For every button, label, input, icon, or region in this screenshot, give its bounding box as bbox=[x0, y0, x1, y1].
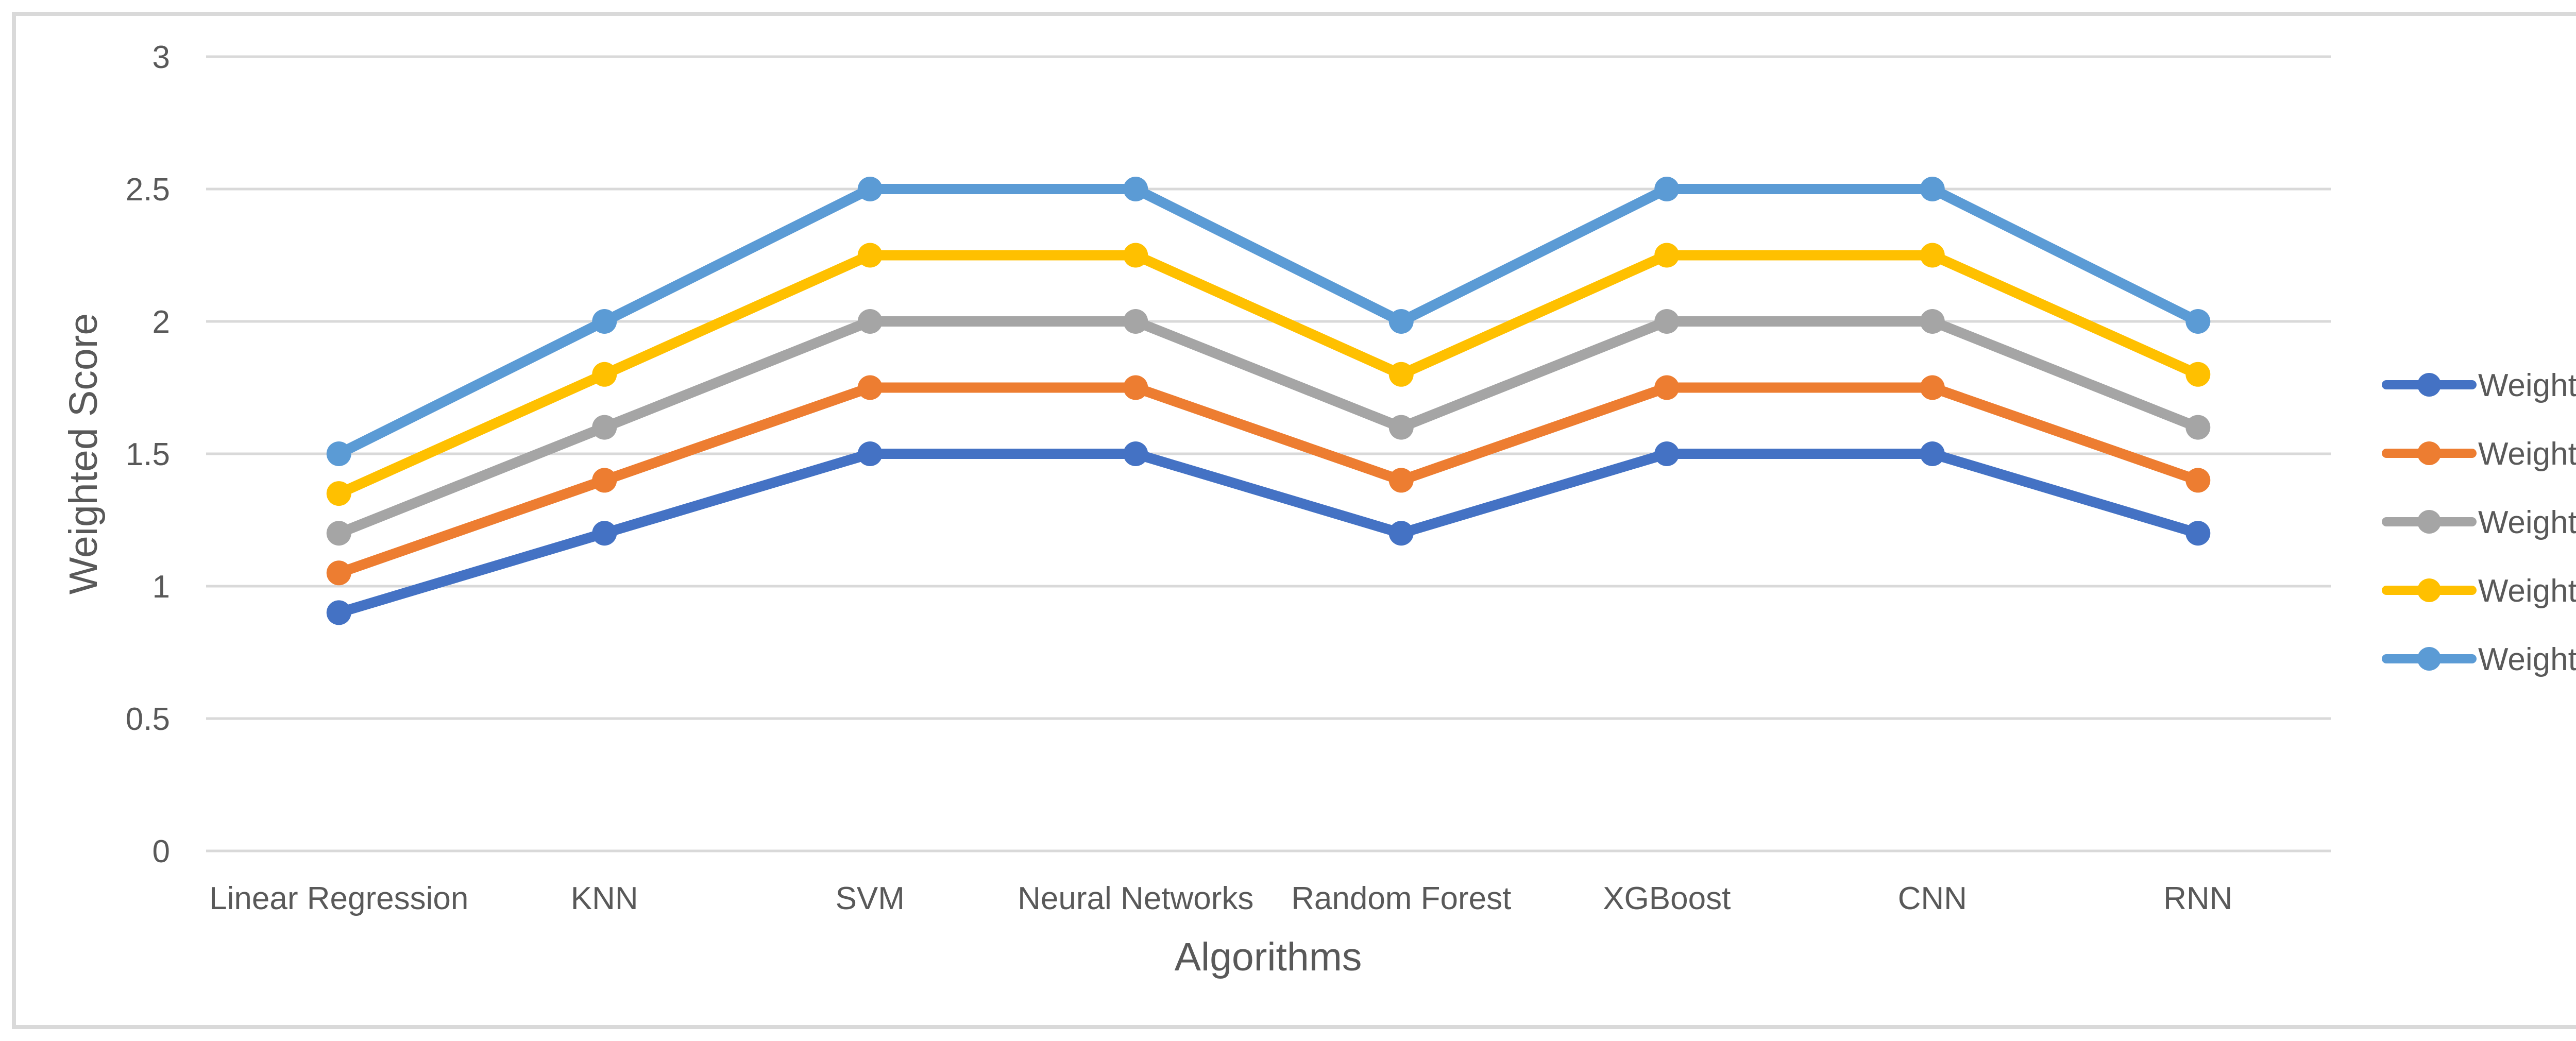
legend-marker-dot-icon bbox=[2417, 510, 2441, 534]
chart-border bbox=[12, 12, 2576, 1029]
x-axis-category-label: Linear Regression bbox=[209, 881, 468, 916]
y-axis-tick-label: 0.5 bbox=[126, 702, 170, 737]
data-point-marker bbox=[1920, 309, 1945, 334]
data-point-marker bbox=[1654, 309, 1680, 334]
data-point-marker bbox=[857, 375, 883, 400]
data-point-marker bbox=[2185, 521, 2211, 546]
series-line bbox=[333, 316, 2204, 539]
x-axis-category-label: XGBoost bbox=[1603, 881, 1731, 916]
data-point-marker bbox=[1920, 177, 1945, 201]
data-point-marker bbox=[592, 362, 617, 387]
legend-item: Weight change: +0.10 bbox=[2382, 642, 2576, 677]
data-point-marker bbox=[857, 243, 883, 268]
data-point-marker bbox=[857, 309, 883, 334]
data-point-marker bbox=[1920, 375, 1945, 400]
data-point-marker bbox=[326, 521, 351, 546]
legend-item-label: Weight change: -0.05 bbox=[2478, 436, 2576, 472]
data-point-marker bbox=[326, 600, 351, 625]
x-axis-category-label: SVM bbox=[836, 881, 905, 916]
data-point-marker bbox=[1123, 441, 1148, 466]
series-line bbox=[333, 250, 2204, 499]
x-axis-category-label: RNN bbox=[2163, 881, 2232, 916]
data-point-marker bbox=[592, 468, 617, 493]
legend-marker-dot-icon bbox=[2417, 441, 2441, 465]
legend-item: Weight change: +0.00 bbox=[2382, 505, 2576, 540]
y-axis-tick-label: 2.5 bbox=[126, 172, 170, 208]
data-point-marker bbox=[1123, 375, 1148, 400]
legend-item-label: Weight change: +0.10 bbox=[2478, 642, 2576, 677]
y-axis-tick-label: 1.5 bbox=[126, 437, 170, 472]
series-line bbox=[333, 382, 2204, 578]
x-axis-category-label: Random Forest bbox=[1291, 881, 1511, 916]
data-point-marker bbox=[1388, 521, 1414, 546]
legend-marker-dot-icon bbox=[2417, 373, 2441, 397]
data-point-marker bbox=[1123, 177, 1148, 201]
data-point-marker bbox=[326, 441, 351, 466]
legend-item: Weight change: +0.05 bbox=[2382, 573, 2576, 609]
legend-marker-dot-icon bbox=[2417, 647, 2441, 671]
x-axis-category-label: CNN bbox=[1898, 881, 1967, 916]
data-point-marker bbox=[1654, 441, 1680, 466]
data-point-marker bbox=[1654, 177, 1680, 201]
data-point-marker bbox=[1123, 243, 1148, 268]
data-point-marker bbox=[592, 415, 617, 440]
data-point-marker bbox=[326, 481, 351, 506]
legend-item-label: Weight change: +0.00 bbox=[2478, 505, 2576, 540]
legend-marker-dot-icon bbox=[2417, 578, 2441, 602]
y-axis-tick-label: 2 bbox=[152, 304, 170, 340]
data-point-marker bbox=[1654, 375, 1680, 400]
data-point-marker bbox=[2185, 309, 2211, 334]
x-axis-category-label: Neural Networks bbox=[1018, 881, 1253, 916]
data-point-marker bbox=[2185, 468, 2211, 493]
data-point-marker bbox=[1123, 309, 1148, 334]
data-point-marker bbox=[2185, 362, 2211, 387]
legend-item: Weight change: -0.10 bbox=[2382, 368, 2576, 403]
y-axis-tick-label: 3 bbox=[152, 40, 170, 75]
x-axis-category-label: KNN bbox=[571, 881, 638, 916]
data-point-marker bbox=[592, 521, 617, 546]
data-point-marker bbox=[857, 441, 883, 466]
data-point-marker bbox=[1388, 415, 1414, 440]
data-point-marker bbox=[2185, 415, 2211, 440]
y-axis-tick-label: 0 bbox=[152, 834, 170, 869]
data-point-marker bbox=[326, 560, 351, 586]
data-point-marker bbox=[1388, 468, 1414, 493]
data-point-marker bbox=[1388, 362, 1414, 387]
data-point-marker bbox=[1654, 243, 1680, 268]
data-point-marker bbox=[1920, 243, 1945, 268]
legend-item-label: Weight change: -0.10 bbox=[2478, 368, 2576, 403]
y-axis-tick-label: 1 bbox=[152, 569, 170, 605]
data-point-marker bbox=[1920, 441, 1945, 466]
legend-item: Weight change: -0.05 bbox=[2382, 436, 2576, 472]
series-line bbox=[333, 184, 2204, 459]
y-axis-title: Weighted Score bbox=[61, 313, 106, 595]
x-axis-title: Algorithms bbox=[1174, 935, 1362, 979]
data-point-marker bbox=[857, 177, 883, 201]
series-line bbox=[333, 449, 2204, 618]
data-point-marker bbox=[592, 309, 617, 334]
data-point-marker bbox=[1388, 309, 1414, 334]
legend-item-label: Weight change: +0.05 bbox=[2478, 573, 2576, 609]
